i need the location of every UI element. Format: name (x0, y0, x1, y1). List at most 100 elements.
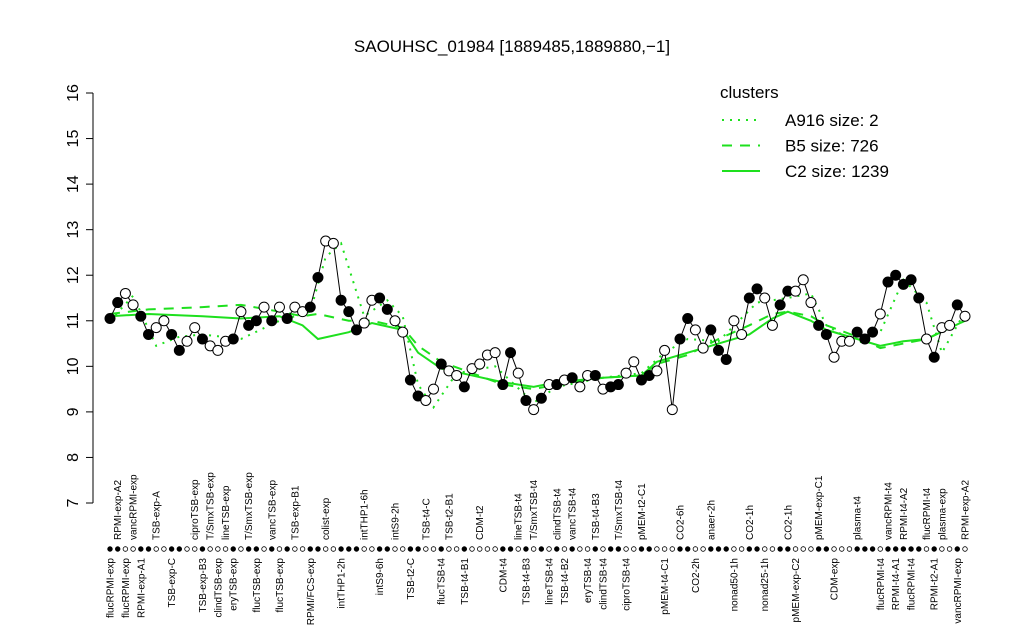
sample-marker (176, 546, 183, 552)
data-point (127, 299, 139, 311)
x-tick-label: TSB-t2-C (406, 558, 417, 600)
sample-marker (415, 546, 421, 552)
sample-marker (315, 546, 321, 552)
sample-marker (892, 546, 899, 552)
x-tick-label: intS9-6h (375, 558, 386, 595)
x-tick-label: clindTSB-exp (213, 558, 224, 618)
data-point (535, 392, 547, 404)
sample-marker (839, 546, 845, 552)
sample-marker (292, 546, 298, 552)
sample-marker (600, 546, 606, 552)
x-tick-label: flucRPMI-t4 (876, 558, 887, 611)
sample-marker (523, 546, 529, 552)
x-tick-label: CO2-6h (676, 505, 687, 540)
sample-marker (500, 546, 506, 552)
x-tick-label: flucTSB-exp (275, 558, 286, 613)
sample-marker (916, 546, 922, 552)
data-point (512, 367, 524, 379)
sample-marker (515, 546, 521, 552)
data-point (820, 328, 832, 340)
sample-marker (877, 546, 883, 552)
data-point (913, 292, 925, 304)
sample-marker (808, 546, 814, 552)
sample-marker (530, 546, 537, 552)
data-point (451, 369, 463, 381)
data-point (158, 315, 170, 327)
sample-marker (685, 546, 691, 552)
y-tick-label: 11 (65, 312, 82, 329)
sample-marker (307, 546, 313, 552)
y-tick-label: 16 (65, 84, 82, 102)
data-point (474, 358, 486, 370)
sample-marker (846, 546, 853, 552)
data-point (420, 395, 432, 406)
sample-marker (738, 546, 745, 552)
data-point (628, 356, 640, 368)
sample-marker (322, 546, 329, 552)
sample-marker (130, 546, 136, 552)
x-tick-label: nonad50-1h (729, 558, 740, 611)
sample-marker (762, 546, 768, 552)
sample-marker (138, 546, 144, 552)
data-point (404, 374, 416, 386)
sample-marker (153, 546, 159, 552)
x-tick-label: flucRPMI-t4 (907, 558, 918, 611)
sample-marker (145, 546, 152, 552)
data-point (350, 324, 362, 336)
x-tick-label: ciproTSB-exp (190, 479, 201, 540)
sample-marker (607, 546, 614, 552)
x-tick-label: TSB-t4-C (421, 498, 432, 540)
data-point (397, 326, 409, 338)
data-point (458, 381, 470, 393)
y-tick-label: 12 (65, 266, 82, 284)
data-point (358, 317, 370, 329)
data-point (743, 292, 755, 304)
sample-marker (923, 546, 930, 552)
x-tick-label: lineTSB-t4 (514, 493, 525, 540)
sample-marker (107, 546, 113, 552)
sample-marker (769, 546, 776, 552)
sample-marker (461, 546, 468, 552)
x-tick-label: clindTSB-t4 (552, 488, 563, 540)
data-point (227, 333, 239, 345)
sample-marker (615, 546, 622, 552)
data-point (189, 322, 201, 334)
data-point (166, 328, 178, 340)
x-tick-label: anaer-2h (706, 500, 717, 540)
data-point (720, 354, 732, 365)
x-tick-label: ciproTSB-t4 (622, 558, 633, 611)
sample-marker (708, 546, 714, 552)
sample-marker (184, 546, 190, 552)
x-tick-label: T/SmxTSB-exp (206, 472, 217, 540)
sample-marker (862, 546, 868, 552)
sample-marker (823, 546, 830, 552)
sample-marker (723, 546, 729, 552)
sample-marker (854, 546, 860, 552)
data-point (689, 324, 701, 336)
sample-marker (122, 546, 129, 552)
data-point (489, 347, 501, 359)
sample-marker (261, 546, 267, 552)
sample-marker (369, 546, 375, 552)
sample-marker (831, 546, 837, 552)
sample-marker (939, 546, 945, 552)
sample-marker (584, 546, 591, 552)
x-tick-label: TSB-t4-B1 (460, 558, 471, 605)
sample-marker (592, 546, 598, 552)
data-point (497, 379, 509, 391)
x-tick-label: pMEM-t4-C1 (660, 558, 671, 615)
x-tick-label: CDM-t4 (498, 558, 509, 593)
x-tick-label: RPMI-t4-A1 (891, 558, 902, 611)
sample-marker (661, 546, 668, 552)
x-tick-label: TSB-t2-B1 (444, 493, 455, 540)
x-tick-label: flucRPMI-exp (121, 558, 132, 618)
sample-marker (276, 546, 283, 552)
data-point (905, 274, 917, 286)
x-tick-label: T/SmxTSB-t4 (529, 480, 540, 540)
x-tick-label: pMEM-t2-C1 (637, 483, 648, 540)
sample-marker (785, 546, 791, 552)
x-tick-label: intTHP1-6h (360, 489, 371, 540)
sample-marker (269, 546, 275, 552)
x-tick-label: T/SmxTSB-t4 (614, 480, 625, 540)
